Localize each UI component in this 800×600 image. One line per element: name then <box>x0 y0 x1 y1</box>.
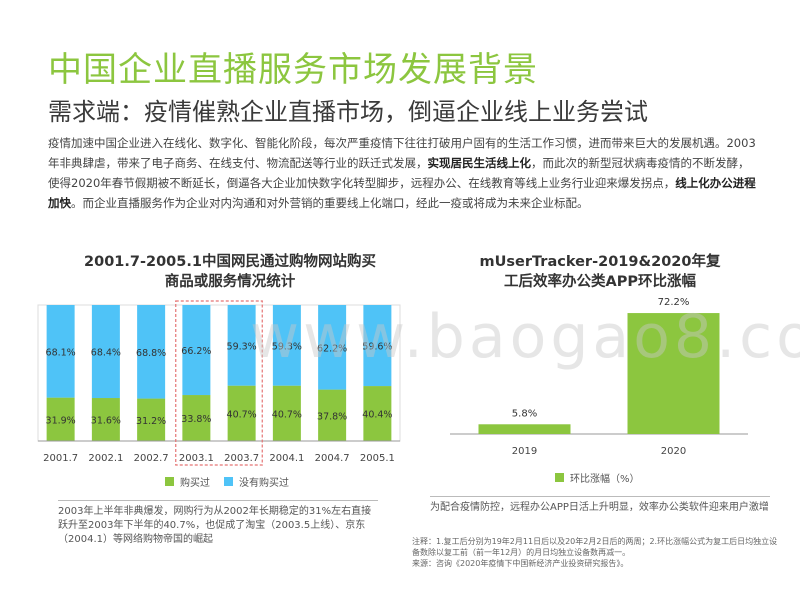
bar-growth <box>478 424 571 434</box>
bar-not-bought <box>137 305 166 399</box>
intro-bold-1: 实现居民生活线上化 <box>427 156 532 170</box>
data-label-not-bought: 68.4% <box>91 348 121 359</box>
bar-bought <box>363 386 392 441</box>
right-chart-title-line2: 工后效率办公类APP环比涨幅 <box>504 274 696 290</box>
bar-bought <box>182 395 211 441</box>
data-label-bought: 40.7% <box>227 409 257 420</box>
legend-swatch-growth <box>555 473 564 482</box>
data-label-not-bought: 59.3% <box>227 341 257 352</box>
data-label-not-bought: 68.1% <box>46 347 76 358</box>
legend-swatch-bought <box>165 477 174 486</box>
footnote-line1: 注释：1.复工后分别为19年2月11日后以及20年2月2日后的两周；2.环比涨幅… <box>412 537 778 557</box>
x-tick-label: 2002.1 <box>88 453 123 464</box>
footnote-line2: 来源：咨询《2020年疫情下中国新经济产业投资研究报告》。 <box>412 559 629 568</box>
data-label-growth: 72.2% <box>658 297 690 308</box>
x-tick-label: 2004.1 <box>269 453 304 464</box>
left-chart-title: 2001.7-2005.1中国网民通过购物网站购买 商品或服务情况统计 <box>40 252 420 292</box>
x-tick-label: 2019 <box>512 446 537 457</box>
data-label-bought: 31.2% <box>136 416 166 427</box>
legend-label-not-bought: 没有购买过 <box>239 478 289 489</box>
bar-not-bought <box>182 305 211 396</box>
bar-not-bought <box>227 305 256 386</box>
intro-bold-2: 线上化办公进程加快 <box>48 176 756 210</box>
intro-text-2: ，而此次的新型冠状病毒疫情的不断发酵， 使得2020年春节假期被不断延长，倒逼各… <box>48 156 750 190</box>
page-subtitle: 需求端：疫情催熟企业直播市场，倒逼企业线上业务尝试 <box>48 98 648 126</box>
bar-bought <box>272 385 301 441</box>
intro-paragraph: 疫情加速中国企业进入在线化、数字化、智能化阶段，每次严重疫情下往往打破用户固有的… <box>48 133 758 213</box>
legend-swatch-not-bought <box>224 477 233 486</box>
bar-growth <box>627 313 720 434</box>
x-tick-label: 2020 <box>661 446 686 457</box>
left-chart-legend: 购买过 没有购买过 <box>165 474 289 489</box>
intro-text-3: 。而企业直播服务作为企业对内沟通和对外营销的重要线上化端口，经此一疫或将成为未来… <box>71 196 589 210</box>
bar-bought <box>318 389 347 441</box>
right-chart-title: mUserTracker-2019&2020年复 工后效率办公类APP环比涨幅 <box>450 252 750 292</box>
data-label-bought: 31.6% <box>91 416 121 427</box>
data-label-bought: 40.4% <box>362 410 392 421</box>
data-label-not-bought: 68.8% <box>136 348 166 359</box>
bar-not-bought <box>91 305 120 399</box>
x-tick-label: 2001.7 <box>43 453 78 464</box>
data-label-not-bought: 59.3% <box>272 341 302 352</box>
legend-label-bought: 购买过 <box>180 478 210 489</box>
page-title: 中国企业直播服务市场发展背景 <box>48 50 538 90</box>
data-label-growth: 5.8% <box>512 408 537 419</box>
intro-text-1: 疫情加速中国企业进入在线化、数字化、智能化阶段，每次严重疫情下往往打破用户固有的… <box>48 136 756 170</box>
x-tick-label: 2005.1 <box>360 453 395 464</box>
data-label-not-bought: 66.2% <box>181 346 211 357</box>
data-label-bought: 33.8% <box>181 414 211 425</box>
bar-bought <box>137 398 166 441</box>
bar-not-bought <box>318 305 347 390</box>
bar-not-bought <box>272 305 301 386</box>
data-label-not-bought: 62.2% <box>317 343 347 354</box>
data-label-bought: 40.7% <box>272 409 302 420</box>
bar-bought <box>91 398 120 441</box>
bar-bought <box>227 385 256 441</box>
right-chart-legend: 环比涨幅（%） <box>555 470 640 485</box>
left-chart-title-line1: 2001.7-2005.1中国网民通过购物网站购买 <box>84 254 376 270</box>
bar-not-bought <box>46 305 75 398</box>
x-tick-label: 2003.7 <box>224 453 259 464</box>
x-tick-label: 2003.1 <box>179 453 214 464</box>
footnote: 注释：1.复工后分别为19年2月11日后以及20年2月2日后的两周；2.环比涨幅… <box>412 536 782 569</box>
x-tick-label: 2002.7 <box>134 453 169 464</box>
data-label-bought: 31.9% <box>46 415 76 426</box>
right-chart-note: 为配合疫情防控，远程办公APP日活上升明显，效率办公类软件迎来用户激增 <box>430 496 770 515</box>
data-label-not-bought: 59.6% <box>362 342 392 353</box>
legend-label-growth: 环比涨幅（%） <box>570 474 640 485</box>
left-chart-title-line2: 商品或服务情况统计 <box>164 274 296 290</box>
x-tick-label: 2004.7 <box>315 453 350 464</box>
bar-bought <box>46 397 75 441</box>
right-chart-title-line1: mUserTracker-2019&2020年复 <box>479 254 721 270</box>
data-label-bought: 37.8% <box>317 411 347 422</box>
bar-not-bought <box>363 305 392 387</box>
left-chart-note: 2003年上半年非典爆发，网购行为从2002年长期稳定的31%左右直接跃升至20… <box>58 500 378 547</box>
